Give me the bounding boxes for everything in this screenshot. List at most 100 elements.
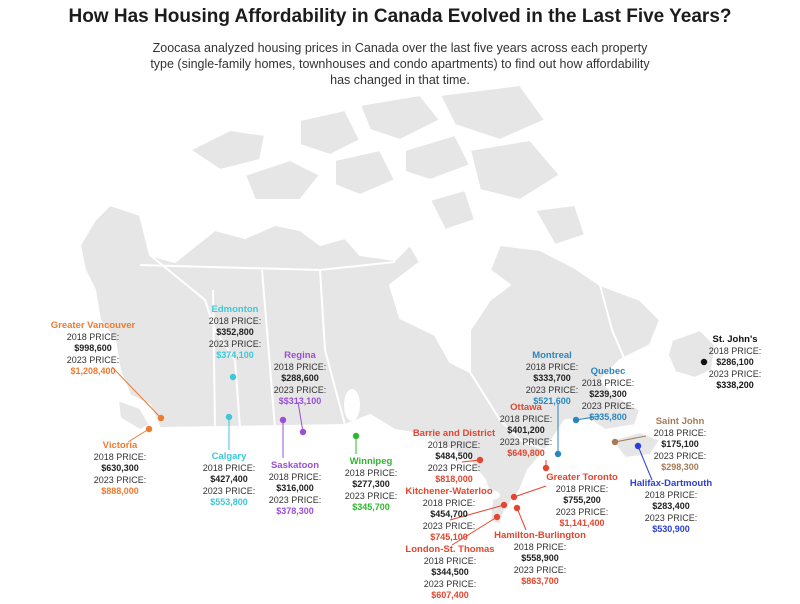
arctic-island (299, 109, 361, 156)
city-label-london: London-St. Thomas 2018 PRICE: $344,500 2… (404, 544, 496, 602)
label-2023: 2023 PRICE: (93, 474, 147, 485)
leader-line (127, 428, 150, 443)
city-marker-dot[interactable] (299, 428, 307, 436)
label-2023: 2023 PRICE: (555, 506, 609, 517)
city-label-barrie: Barrie and District 2018 PRICE: $484,500… (408, 428, 500, 486)
price-2023: $335,800 (589, 412, 627, 422)
city-marker-dot[interactable] (513, 504, 521, 512)
city-marker-dot[interactable] (572, 416, 580, 424)
label-2023: 2023 PRICE: (66, 354, 120, 365)
price-2018: $401,200 (507, 425, 545, 435)
price-2018: $333,700 (533, 373, 571, 383)
city-marker-dot[interactable] (493, 513, 501, 521)
price-2023: $553,800 (210, 497, 248, 507)
price-2018: $316,000 (276, 483, 314, 493)
city-marker-dot[interactable] (542, 464, 550, 472)
city-name: Montreal (532, 350, 572, 361)
price-2018: $755,200 (563, 495, 601, 505)
arctic-island (359, 94, 441, 141)
city-marker-dot[interactable] (510, 493, 518, 501)
city-name: London-St. Thomas (405, 544, 495, 555)
label-2018: 2018 PRICE: (499, 413, 553, 424)
price-2018: $427,400 (210, 474, 248, 484)
city-label-edmonton: Edmonton 2018 PRICE: $352,800 2023 PRICE… (200, 304, 270, 362)
city-label-victoria: Victoria 2018 PRICE: $630,300 2023 PRICE… (85, 440, 155, 498)
city-marker-dot[interactable] (352, 432, 360, 440)
city-name: Calgary (211, 451, 247, 462)
label-2018: 2018 PRICE: (581, 377, 635, 388)
price-2023: $818,000 (435, 474, 473, 484)
price-2023: $1,141,400 (559, 518, 605, 528)
label-2023: 2023 PRICE: (208, 338, 262, 349)
page-title: How Has Housing Affordability in Canada … (68, 6, 732, 27)
price-2023: $1,208,400 (70, 366, 116, 376)
label-2018: 2018 PRICE: (644, 489, 698, 500)
city-marker-dot[interactable] (229, 373, 237, 381)
price-2023: $374,100 (216, 350, 254, 360)
price-2023: $338,200 (716, 380, 754, 390)
city-marker-dot[interactable] (476, 456, 484, 464)
leader-line (516, 507, 527, 531)
price-2018: $239,300 (589, 389, 627, 399)
price-2023: $530,900 (652, 524, 690, 534)
price-2018: $286,100 (716, 357, 754, 367)
city-marker-dot[interactable] (611, 438, 619, 446)
province-borders (139, 254, 626, 451)
arctic-island (189, 129, 266, 171)
label-2023: 2023 PRICE: (581, 400, 635, 411)
price-2023: $378,300 (276, 506, 314, 516)
leader-line (637, 445, 653, 481)
city-marker-dot[interactable] (157, 414, 165, 422)
city-name: Greater Toronto (546, 472, 618, 483)
city-name: Kitchener-Waterloo (405, 486, 493, 497)
city-label-saskatoon: Saskatoon 2018 PRICE: $316,000 2023 PRIC… (259, 460, 331, 518)
price-2023: $521,600 (533, 396, 571, 406)
lakes (344, 389, 500, 500)
price-2023: $649,800 (507, 448, 545, 458)
city-marker-dot[interactable] (145, 425, 153, 433)
city-name: Winnipeg (349, 456, 393, 467)
city-label-hamilton: Hamilton-Burlington 2018 PRICE: $558,900… (494, 530, 586, 588)
lake (480, 490, 500, 500)
label-2023: 2023 PRICE: (273, 384, 327, 395)
border-ab-sk (212, 289, 216, 429)
city-label-calgary: Calgary 2018 PRICE: $427,400 2023 PRICE:… (194, 451, 264, 509)
label-2018: 2018 PRICE: (708, 345, 762, 356)
city-marker-dot[interactable] (279, 416, 287, 424)
city-label-quebec: Quebec 2018 PRICE: $239,300 2023 PRICE: … (574, 366, 642, 424)
price-2018: $288,600 (281, 373, 319, 383)
price-2023: $863,700 (521, 576, 559, 586)
city-marker-dot[interactable] (700, 358, 708, 366)
border-qc-lab (599, 284, 626, 361)
city-name: Greater Vancouver (50, 320, 136, 331)
label-2023: 2023 PRICE: (653, 450, 707, 461)
border-on-qc (469, 371, 546, 451)
city-label-toronto: Greater Toronto 2018 PRICE: $755,200 202… (546, 472, 618, 530)
price-2018: $998,600 (74, 343, 112, 353)
lake (427, 454, 463, 466)
price-2018: $484,500 (435, 451, 473, 461)
label-2023: 2023 PRICE: (513, 564, 567, 575)
price-2018: $283,400 (652, 501, 690, 511)
city-marker-dot[interactable] (554, 450, 562, 458)
leader-line (449, 504, 505, 521)
city-marker-dot[interactable] (634, 442, 642, 450)
city-marker-dot[interactable] (225, 413, 233, 421)
city-marker-dot[interactable] (500, 501, 508, 509)
leader-line (575, 415, 601, 421)
price-2018: $558,900 (521, 553, 559, 563)
leader-line (297, 401, 304, 433)
label-2018: 2018 PRICE: (344, 467, 398, 478)
label-2023: 2023 PRICE: (525, 384, 579, 395)
price-2023: $298,300 (661, 462, 699, 472)
leader-line (614, 435, 647, 443)
label-2023: 2023 PRICE: (499, 436, 553, 447)
label-2018: 2018 PRICE: (422, 497, 476, 508)
city-label-saint-john: Saint John 2018 PRICE: $175,100 2023 PRI… (646, 416, 714, 474)
price-2023: $607,400 (431, 590, 469, 600)
arctic-island (429, 189, 476, 231)
border-territories (139, 261, 396, 272)
label-2023: 2023 PRICE: (708, 368, 762, 379)
label-2018: 2018 PRICE: (513, 541, 567, 552)
label-2018: 2018 PRICE: (525, 361, 579, 372)
